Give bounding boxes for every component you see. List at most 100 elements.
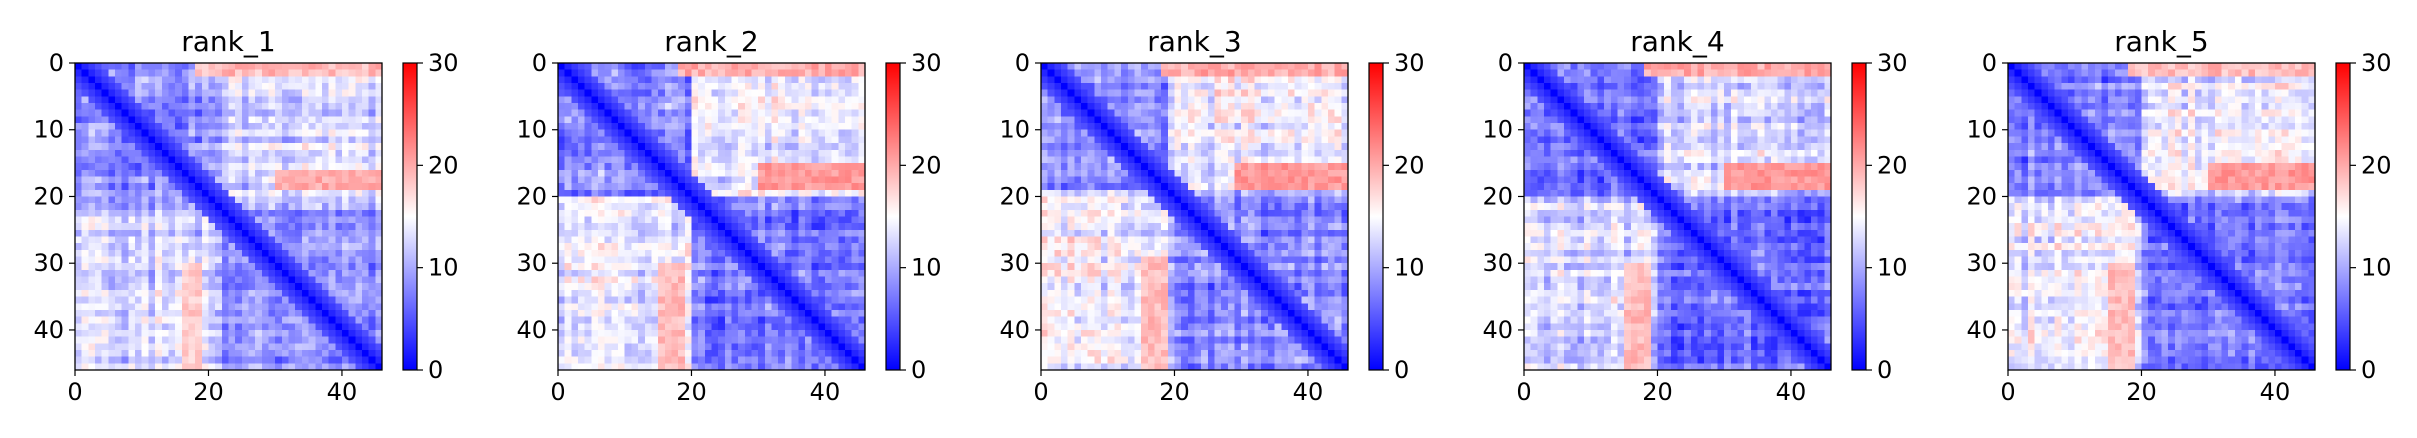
heatmap-cell (618, 283, 626, 291)
heatmap-cell (558, 329, 566, 338)
heatmap-cell (791, 209, 799, 218)
heatmap-cell (168, 116, 176, 124)
heatmap-cell (578, 176, 586, 184)
heatmap-cell (818, 303, 826, 311)
heatmap-cell (335, 309, 343, 318)
heatmap-cell (664, 96, 673, 104)
heatmap-cell (1174, 96, 1182, 104)
heatmap-cell (818, 249, 826, 258)
heatmap-cell (135, 96, 143, 104)
heatmap-cell (558, 156, 566, 164)
heatmap-cell (651, 169, 659, 178)
heatmap-cell (248, 136, 256, 144)
heatmap-cell (115, 103, 123, 111)
heatmap-cell (598, 156, 606, 164)
heatmap-cell (664, 209, 673, 218)
heatmap-cell (101, 349, 109, 358)
heatmap-cell (201, 63, 210, 71)
heatmap-cell (1134, 156, 1142, 164)
heatmap-cell (1047, 76, 1055, 84)
heatmap-cell (784, 169, 793, 178)
heatmap-cell (1267, 109, 1276, 117)
heatmap-cell (851, 176, 859, 184)
heatmap-cell (704, 89, 713, 97)
heatmap-cell (791, 243, 799, 251)
heatmap-cell (638, 343, 646, 351)
heatmap-cell (804, 169, 813, 178)
heatmap-cell (181, 209, 190, 218)
heatmap-cell (1281, 116, 1289, 124)
heatmap-cell (631, 269, 639, 278)
heatmap-cell (115, 123, 123, 131)
heatmap-cell (341, 223, 350, 231)
heatmap-cell (838, 289, 846, 298)
heatmap-cell (764, 203, 773, 211)
heatmap-cell (75, 349, 83, 358)
heatmap-cell (175, 129, 183, 138)
heatmap-cell (368, 209, 376, 218)
heatmap-cell (818, 96, 826, 104)
heatmap-cell (1274, 103, 1282, 111)
heatmap-cell (758, 123, 766, 131)
heatmap-cell (308, 63, 316, 71)
heatmap-cell (301, 223, 310, 231)
heatmap-cell (678, 309, 686, 318)
heatmap-cell (1094, 83, 1102, 91)
heatmap-cell (578, 336, 586, 344)
heatmap-cell (195, 109, 203, 117)
heatmap-cell (611, 123, 619, 131)
heatmap-cell (824, 89, 833, 97)
heatmap-cell (711, 83, 719, 91)
heatmap-cell (221, 96, 230, 104)
heatmap-cell (335, 143, 343, 151)
heatmap-cell (375, 283, 383, 291)
heatmap-cell (148, 356, 156, 364)
heatmap-cell (81, 283, 89, 291)
heatmap-cell (791, 276, 799, 284)
heatmap-cell (361, 209, 370, 218)
heatmap-cell (208, 316, 216, 324)
heatmap-cell (248, 243, 256, 251)
heatmap-cell (651, 203, 659, 211)
heatmap-cell (88, 229, 96, 238)
heatmap-cell (838, 109, 846, 117)
heatmap-cell (81, 356, 89, 364)
heatmap-cell (798, 303, 806, 311)
heatmap-cell (361, 109, 370, 117)
heatmap-cell (308, 216, 316, 224)
heatmap-cell (584, 83, 592, 91)
heatmap-cell (75, 303, 83, 311)
heatmap-cell (328, 96, 336, 104)
heatmap-cell (321, 89, 330, 97)
heatmap-cell (1087, 83, 1095, 91)
heatmap-cell (1294, 136, 1302, 144)
heatmap-cell (624, 276, 633, 284)
heatmap-cell (75, 123, 83, 131)
heatmap-cell (804, 96, 813, 104)
heatmap-cell (671, 223, 679, 231)
heatmap-cell (644, 249, 653, 258)
heatmap-cell (851, 76, 859, 84)
heatmap-cell (281, 249, 290, 258)
heatmap-cell (161, 229, 170, 238)
heatmap-cell (758, 336, 766, 344)
heatmap-cell (255, 136, 263, 144)
heatmap-cell (1141, 63, 1149, 71)
heatmap-cell (791, 109, 799, 117)
heatmap-cell (584, 216, 592, 224)
heatmap-cell (148, 149, 156, 158)
heatmap-cell (95, 323, 103, 331)
heatmap-cell (168, 163, 176, 171)
heatmap-cell (1187, 156, 1196, 164)
heatmap-cell (558, 243, 566, 251)
heatmap-cell (341, 203, 350, 211)
heatmap-cell (591, 169, 599, 178)
heatmap-cell (195, 176, 203, 184)
heatmap-cell (155, 209, 163, 218)
heatmap-cell (791, 136, 799, 144)
heatmap-cell (591, 189, 599, 198)
heatmap-cell (248, 129, 256, 138)
heatmap-cell (195, 363, 203, 371)
heatmap-cell (751, 303, 759, 311)
heatmap-cell (671, 289, 679, 298)
